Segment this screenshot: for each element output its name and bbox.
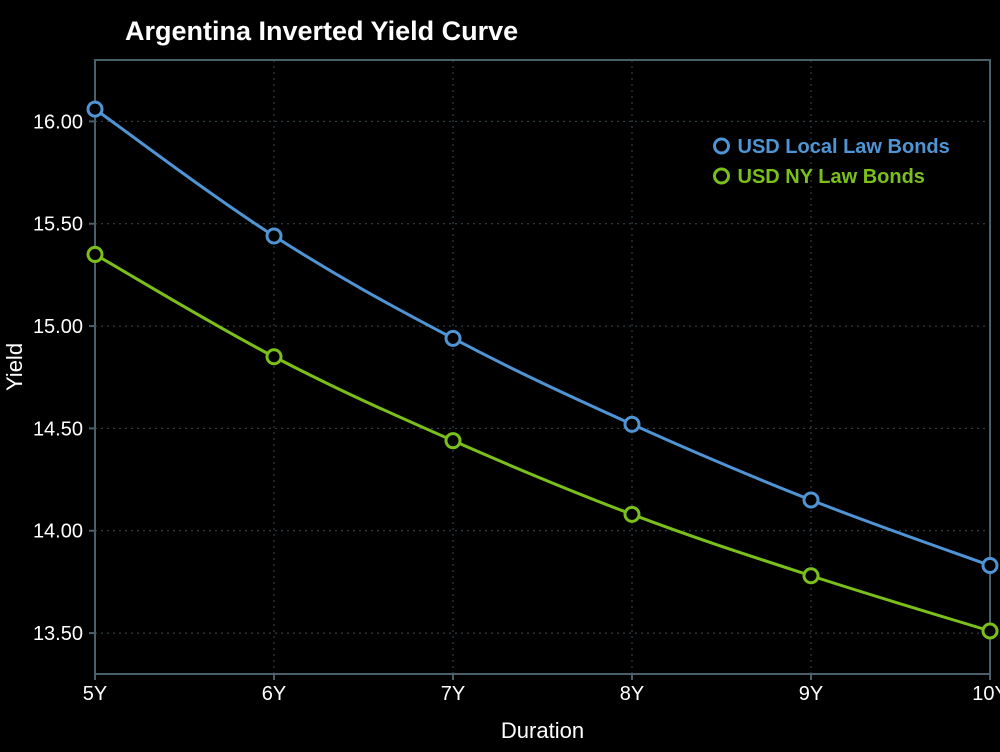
series-marker	[804, 493, 818, 507]
series-marker	[625, 507, 639, 521]
chart-title: Argentina Inverted Yield Curve	[125, 16, 518, 46]
series-marker	[88, 247, 102, 261]
chart-svg: 13.50 14.00 14.50 15.00 15.50 16.00 5Y 6Y 7Y 8Y 9Y…	[0, 0, 1000, 752]
series-marker	[267, 350, 281, 364]
y-axis-label: Yield	[2, 343, 27, 391]
series-marker	[446, 434, 460, 448]
y-tick-label: 15.00	[33, 316, 83, 338]
legend-label: USD Local Law Bonds	[738, 136, 950, 158]
series-marker	[804, 569, 818, 583]
series-marker	[88, 102, 102, 116]
legend-marker	[715, 139, 729, 153]
series-marker	[267, 229, 281, 243]
x-tick-label: 6Y	[262, 683, 286, 705]
series-marker	[446, 331, 460, 345]
y-tick-label: 16.00	[33, 111, 83, 133]
series-marker	[625, 417, 639, 431]
series-marker	[983, 624, 997, 638]
y-tick-label: 14.00	[33, 521, 83, 543]
x-tick-label: 9Y	[799, 683, 823, 705]
legend-label: USD NY Law Bonds	[738, 166, 925, 188]
y-tick-label: 13.50	[33, 623, 83, 645]
yield-curve-chart: 13.50 14.00 14.50 15.00 15.50 16.00 5Y 6Y 7Y 8Y 9Y…	[0, 0, 1000, 752]
x-axis-label: Duration	[501, 718, 584, 743]
legend-marker	[715, 169, 729, 183]
y-tick-label: 15.50	[33, 214, 83, 236]
x-tick-label: 10Y	[972, 683, 1000, 705]
x-tick-label: 5Y	[83, 683, 107, 705]
x-tick-label: 8Y	[620, 683, 644, 705]
series-marker	[983, 559, 997, 573]
x-tick-label: 7Y	[441, 683, 465, 705]
y-tick-label: 14.50	[33, 418, 83, 440]
